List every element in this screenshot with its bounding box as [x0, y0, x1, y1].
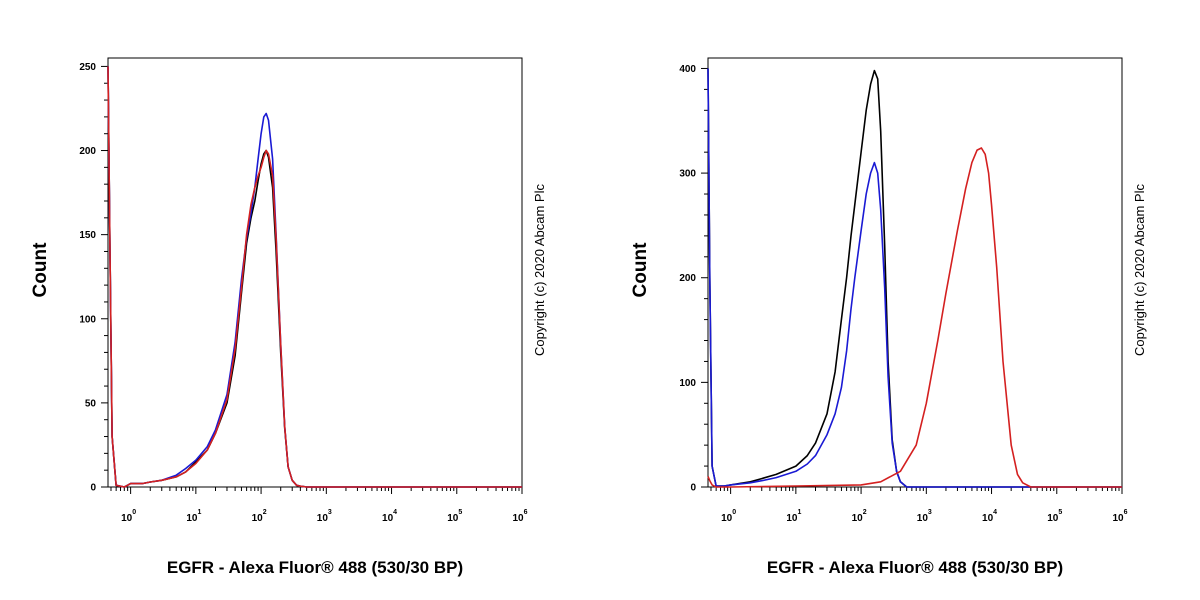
plot-frame — [707, 57, 1123, 488]
copyright-notice: Copyright (c) 2020 Abcam Plc — [1132, 184, 1147, 356]
copyright-notice: Copyright (c) 2020 Abcam Plc — [532, 184, 547, 356]
histogram-series-2 — [707, 68, 1122, 488]
histogram-panel-left: 0 50 100 150 200 250 100 101 102 103 104 105 106 Coun… — [30, 57, 547, 577]
x-tick-label: 105 — [447, 509, 462, 524]
y-tick-label: 0 — [90, 483, 96, 494]
y-tick-label: 200 — [679, 273, 696, 284]
x-tick-label: 106 — [1112, 509, 1127, 524]
y-tick-label: 100 — [679, 378, 696, 389]
x-tick-label: 104 — [382, 509, 397, 524]
y-tick-label: 150 — [79, 230, 96, 241]
x-tick-label: 104 — [982, 509, 997, 524]
x-axis-label: EGFR - Alexa Fluor® 488 (530/30 BP) — [767, 558, 1063, 577]
x-axis-label: EGFR - Alexa Fluor® 488 (530/30 BP) — [167, 558, 463, 577]
x-tick-label: 102 — [852, 509, 867, 524]
y-axis-label: Count — [30, 242, 51, 298]
x-tick-label: 105 — [1047, 509, 1062, 524]
x-tick-label: 101 — [786, 509, 801, 524]
histogram-series-1 — [107, 66, 522, 488]
y-tick-label: 50 — [85, 398, 97, 409]
x-tick-label: 101 — [186, 509, 201, 524]
y-tick-label: 300 — [679, 169, 696, 180]
histogram-series-1 — [707, 68, 1122, 488]
y-tick-label: 0 — [690, 483, 696, 494]
plot-frame — [107, 57, 523, 488]
y-tick-label: 100 — [79, 314, 96, 325]
y-axis-label: Count — [630, 242, 651, 298]
x-tick-label: 100 — [721, 509, 736, 524]
x-tick-label: 100 — [121, 509, 136, 524]
x-tick-label: 103 — [917, 509, 932, 524]
histogram-panel-right: 0 100 200 300 400 100 101 102 103 104 105 106 Count E… — [630, 57, 1147, 577]
x-tick-label: 103 — [317, 509, 332, 524]
x-tick-label: 102 — [252, 509, 267, 524]
histogram-series-3 — [707, 147, 1122, 488]
histogram-series-2 — [107, 66, 522, 488]
histogram-series-3 — [107, 66, 522, 488]
x-tick-label: 106 — [512, 509, 527, 524]
y-tick-label: 400 — [679, 64, 696, 75]
y-tick-label: 250 — [79, 62, 96, 73]
y-tick-label: 200 — [79, 146, 96, 157]
